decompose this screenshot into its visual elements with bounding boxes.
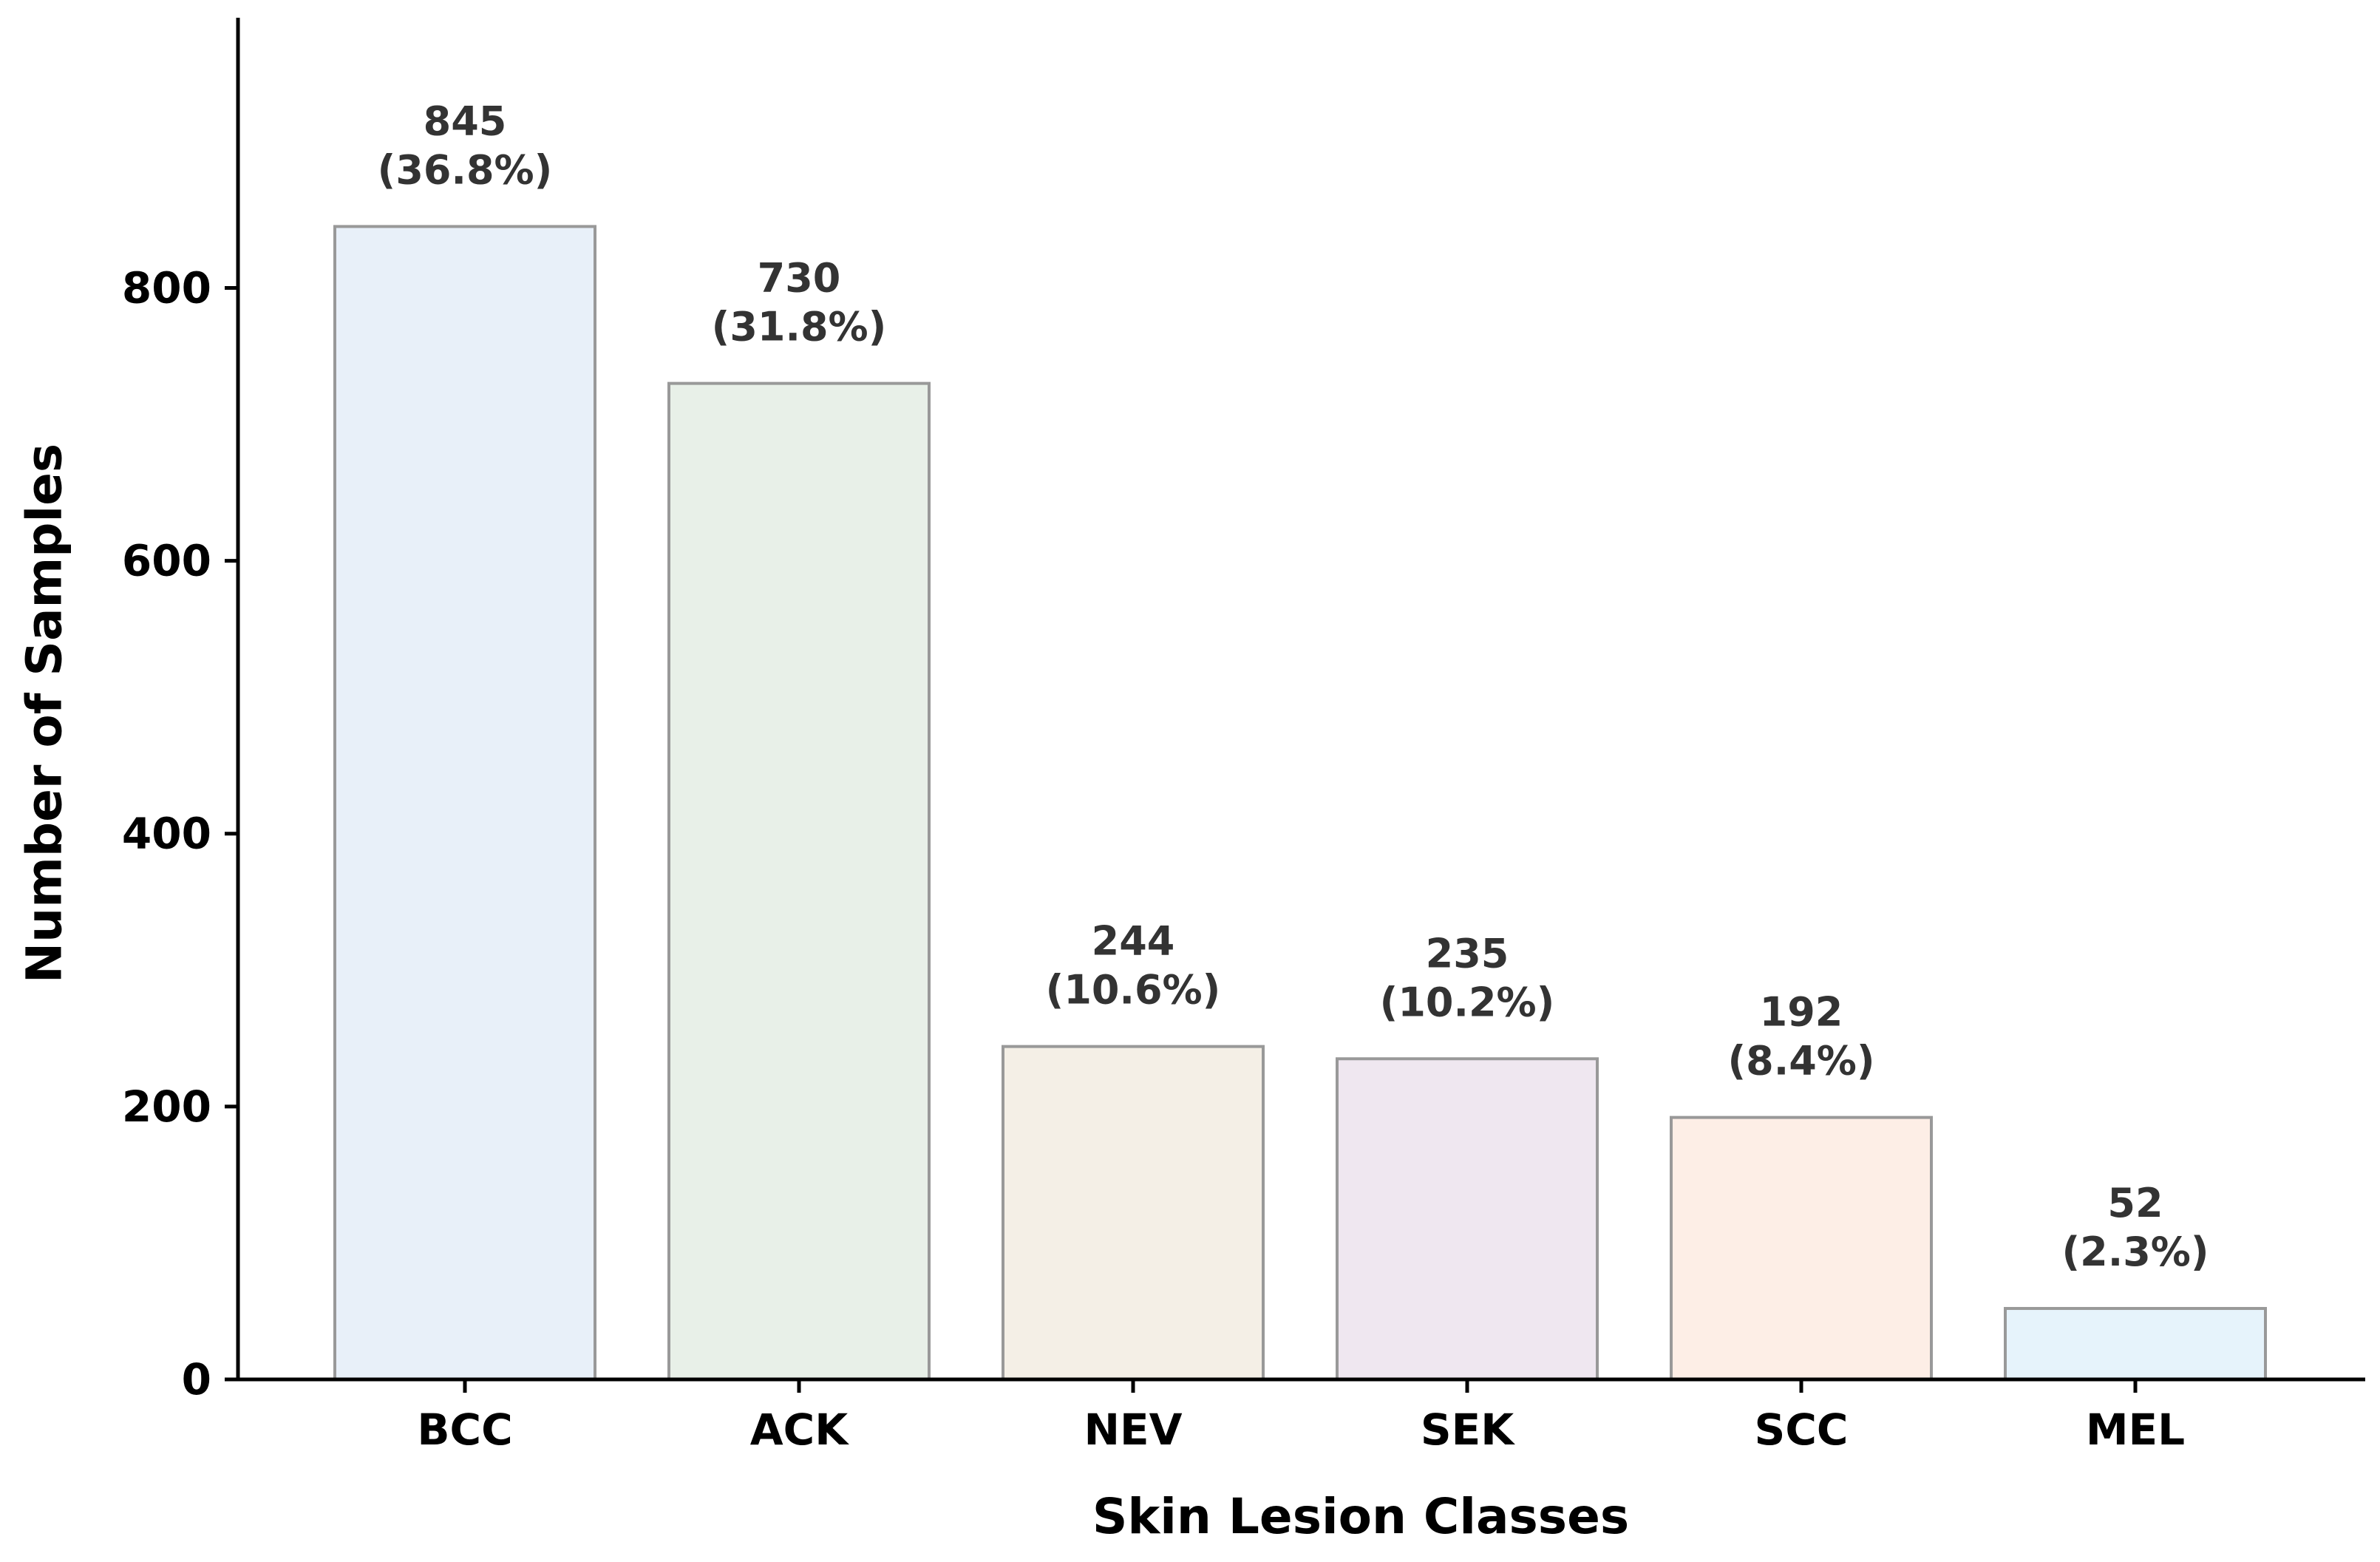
bar-sek bbox=[1336, 1057, 1599, 1382]
data-label-value-bcc: 845 bbox=[424, 98, 507, 144]
data-label-percent-nev: (10.6%) bbox=[1046, 967, 1221, 1013]
data-labels-layer: 845(36.8%) 730(31.8%) 244(10.6%) 235(10.2%)… bbox=[378, 98, 2209, 1275]
x-tick-label-mel: MEL bbox=[2086, 1405, 2185, 1455]
bar-mel bbox=[2004, 1307, 2267, 1381]
data-label-percent-scc: (8.4%) bbox=[1727, 1038, 1874, 1084]
data-label-percent-ack: (31.8%) bbox=[712, 304, 887, 350]
y-tick-label-0: 0 bbox=[182, 1354, 211, 1405]
x-tick-label-scc: SCC bbox=[1755, 1405, 1849, 1455]
y-ticks-layer: 0 200 400 600 800 bbox=[122, 262, 238, 1405]
data-label-percent-sek: (10.2%) bbox=[1380, 979, 1555, 1025]
x-ticks-layer: BCC ACK NEV SEK SCC MEL bbox=[417, 1379, 2185, 1455]
bar-bcc bbox=[333, 225, 596, 1382]
data-label-percent-mel: (2.3%) bbox=[2061, 1229, 2209, 1275]
y-axis-title: Number of Samples bbox=[16, 444, 73, 983]
x-tick-label-bcc: BCC bbox=[417, 1405, 512, 1455]
x-axis-title: Skin Lesion Classes bbox=[1092, 1488, 1629, 1545]
x-tick-label-sek: SEK bbox=[1421, 1405, 1515, 1455]
data-label-value-nev: 244 bbox=[1092, 918, 1175, 965]
x-tick-label-ack: ACK bbox=[750, 1405, 849, 1455]
axes-layer bbox=[236, 18, 2365, 1382]
y-tick-label-600: 600 bbox=[122, 536, 211, 586]
x-tick-label-nev: NEV bbox=[1084, 1405, 1182, 1455]
y-tick-label-400: 400 bbox=[122, 809, 211, 859]
data-label-value-mel: 52 bbox=[2107, 1180, 2163, 1226]
data-label-value-sek: 235 bbox=[1426, 930, 1509, 977]
bar-scc bbox=[1670, 1116, 1933, 1381]
bar-ack bbox=[667, 381, 931, 1381]
data-label-value-ack: 730 bbox=[758, 255, 841, 302]
y-tick-label-200: 200 bbox=[122, 1081, 211, 1132]
y-tick-label-800: 800 bbox=[122, 262, 211, 313]
data-label-percent-bcc: (36.8%) bbox=[378, 146, 553, 193]
bar-nev bbox=[1002, 1045, 1265, 1381]
data-label-value-scc: 192 bbox=[1760, 989, 1843, 1036]
bars-layer bbox=[333, 225, 2267, 1382]
